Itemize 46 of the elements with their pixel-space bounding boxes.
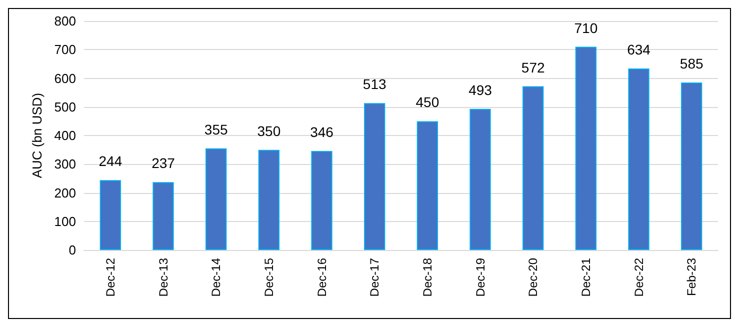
bar <box>364 103 386 250</box>
bar <box>152 182 174 250</box>
data-label: 710 <box>574 20 598 36</box>
y-tick-label: 0 <box>68 242 76 258</box>
y-tick-label: 500 <box>54 99 76 114</box>
x-tick-label: Dec-20 <box>526 258 540 297</box>
data-label: 346 <box>310 124 334 140</box>
data-label: 350 <box>257 122 281 139</box>
bar <box>628 68 650 250</box>
data-label: 634 <box>627 42 651 58</box>
data-label: 513 <box>362 76 386 92</box>
y-tick-label: 600 <box>54 70 76 86</box>
y-tick-label: 800 <box>54 14 76 28</box>
bar <box>206 148 227 250</box>
x-tick-label: Dec-12 <box>103 258 118 297</box>
data-label: 450 <box>416 94 440 110</box>
y-tick-label: 400 <box>54 128 76 143</box>
y-tick-label: 300 <box>54 156 76 172</box>
bar <box>258 150 280 250</box>
bar <box>416 121 438 250</box>
x-tick-label: Dec-19 <box>473 258 488 297</box>
bar <box>311 150 332 250</box>
bar <box>575 46 596 250</box>
y-tick-label: 700 <box>54 42 76 58</box>
data-label: 493 <box>468 82 492 98</box>
y-axis-title: AUC (bn USD) <box>29 92 44 178</box>
x-tick-label: Dec-17 <box>368 258 382 297</box>
x-tick-label: Dec-18 <box>420 258 434 297</box>
bar <box>522 86 544 250</box>
data-label: 237 <box>152 155 176 172</box>
data-label: 585 <box>680 56 704 72</box>
bar <box>470 108 491 250</box>
y-tick-label: 100 <box>54 214 76 229</box>
y-tick-label: 200 <box>54 185 76 200</box>
x-tick-label: Dec-21 <box>578 258 593 297</box>
data-label: 244 <box>98 153 122 170</box>
x-tick-label: Dec-22 <box>632 258 646 297</box>
bar <box>681 82 702 250</box>
x-tick-label: Dec-13 <box>156 258 170 297</box>
bar <box>100 180 121 250</box>
x-tick-label: Dec-15 <box>262 258 276 297</box>
x-tick-label: Feb-23 <box>684 258 699 296</box>
x-tick-label: Dec-14 <box>209 258 224 297</box>
x-tick-label: Dec-16 <box>314 258 329 297</box>
data-label: 355 <box>204 121 228 138</box>
data-label: 572 <box>521 59 545 76</box>
